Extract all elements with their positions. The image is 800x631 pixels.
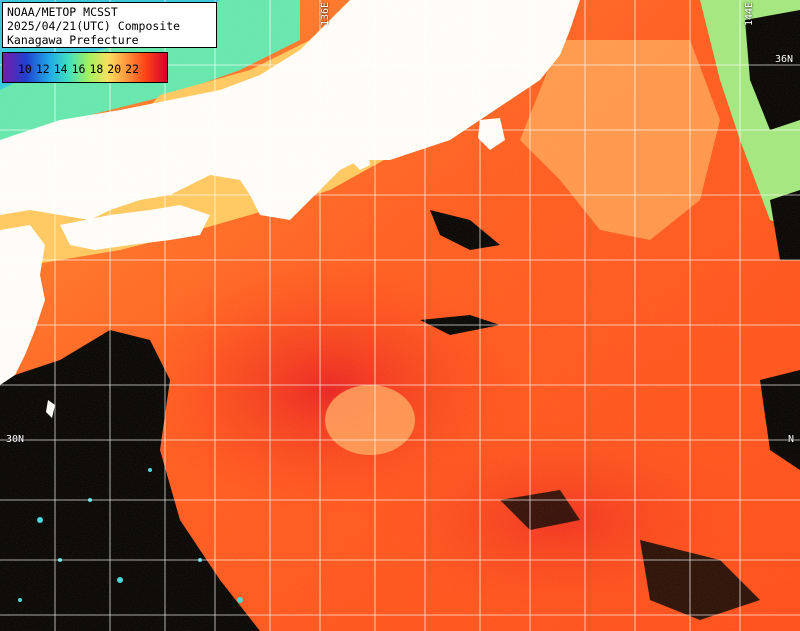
scale-label-22: 22 [125,62,140,76]
lon-label-136: 136E [320,1,331,26]
title-line-region: Kanagawa Prefecture [7,33,139,47]
scale-label-16: 16 [71,62,86,76]
scale-gradient [3,53,167,82]
lat-label-30: 30N [6,434,25,445]
scale-labels: 10 12 14 16 18 20 22 [18,62,139,76]
scale-label-20: 20 [107,62,122,76]
scale-label-12: 12 [35,62,50,76]
lat-label-30-right: N [788,434,795,445]
lon-label-144: 144E [744,1,755,26]
lat-label-36: 36N [775,54,794,65]
title-line-date: 2025/04/21(UTC) Composite [7,19,181,33]
title-line-satellite: NOAA/METOP MCSST [7,5,118,19]
scale-label-18: 18 [89,62,104,76]
scale-label-14: 14 [53,62,68,76]
temperature-color-scale: 10 12 14 16 18 20 22 [2,52,168,83]
scale-label-10: 10 [18,62,32,76]
info-box: NOAA/METOP MCSST 2025/04/21(UTC) Composi… [2,2,217,48]
